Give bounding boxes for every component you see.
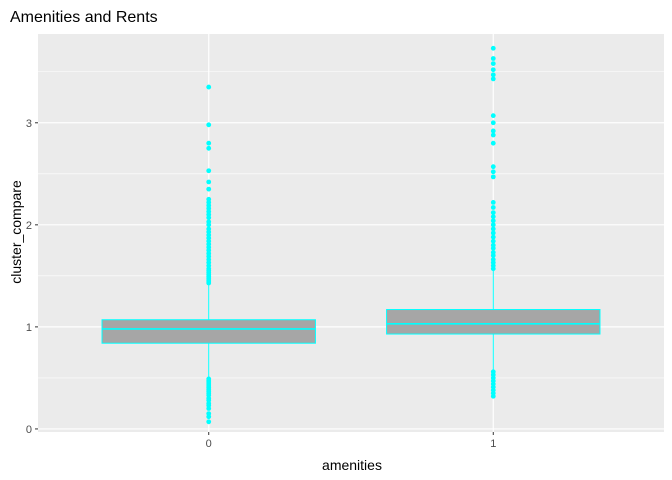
outlier-point: [206, 219, 212, 225]
box-group: [101, 45, 601, 425]
chart-title: Amenities and Rents: [10, 9, 158, 26]
x-tick-label: 0: [206, 438, 212, 450]
box-1: [386, 45, 601, 399]
outlier-point: [206, 145, 212, 151]
outlier-point: [490, 67, 496, 73]
outlier-point: [206, 84, 212, 90]
outlier-point: [490, 234, 496, 240]
outlier-point: [490, 140, 496, 146]
outlier-point: [490, 132, 496, 138]
outlier-point: [490, 61, 496, 66]
x-axis-title: amenities: [322, 457, 382, 473]
outlier-point: [206, 419, 212, 425]
y-axis: 0 1 2 3: [26, 118, 38, 436]
outlier-point: [206, 186, 212, 192]
outlier-point: [206, 376, 212, 382]
outlier-point: [490, 238, 496, 244]
outlier-point: [490, 369, 496, 375]
y-tick-label: 2: [26, 220, 32, 232]
y-axis-title: cluster_compare: [8, 180, 24, 284]
outlier-point: [206, 226, 212, 232]
outlier-point: [490, 45, 496, 51]
iqr-box: [101, 319, 316, 344]
outlier-point: [490, 257, 496, 262]
outlier-point: [490, 226, 496, 232]
outlier-point: [490, 222, 496, 228]
plot-panel: [38, 34, 664, 432]
outlier-point: [490, 164, 496, 170]
outlier-point: [490, 169, 496, 175]
x-tick-label: 1: [490, 438, 496, 450]
outlier-point: [490, 128, 496, 134]
outlier-point: [206, 122, 212, 128]
outlier-point: [206, 140, 212, 146]
outlier-point: [490, 249, 496, 255]
outlier-point: [490, 120, 496, 126]
outlier-point: [206, 179, 212, 185]
outlier-point: [490, 218, 496, 224]
outlier-point: [490, 210, 496, 215]
y-tick-label: 1: [26, 322, 32, 334]
minor-gridlines: [38, 71, 664, 379]
outlier-point: [490, 76, 496, 82]
outlier-point: [206, 168, 212, 174]
outlier-point: [490, 72, 496, 78]
outlier-point: [490, 205, 496, 210]
y-tick-label: 3: [26, 118, 32, 130]
outlier-point: [490, 230, 496, 236]
y-tick-label: 0: [26, 424, 32, 436]
outlier-point: [490, 214, 496, 220]
iqr-box: [386, 309, 601, 335]
outlier-point: [490, 199, 496, 205]
outlier-point: [206, 411, 212, 417]
box-0: [101, 84, 316, 425]
outlier-point: [490, 56, 496, 61]
outlier-point: [490, 174, 496, 180]
outlier-point: [490, 113, 496, 119]
outlier-point: [490, 242, 496, 248]
outlier-point: [206, 196, 212, 202]
